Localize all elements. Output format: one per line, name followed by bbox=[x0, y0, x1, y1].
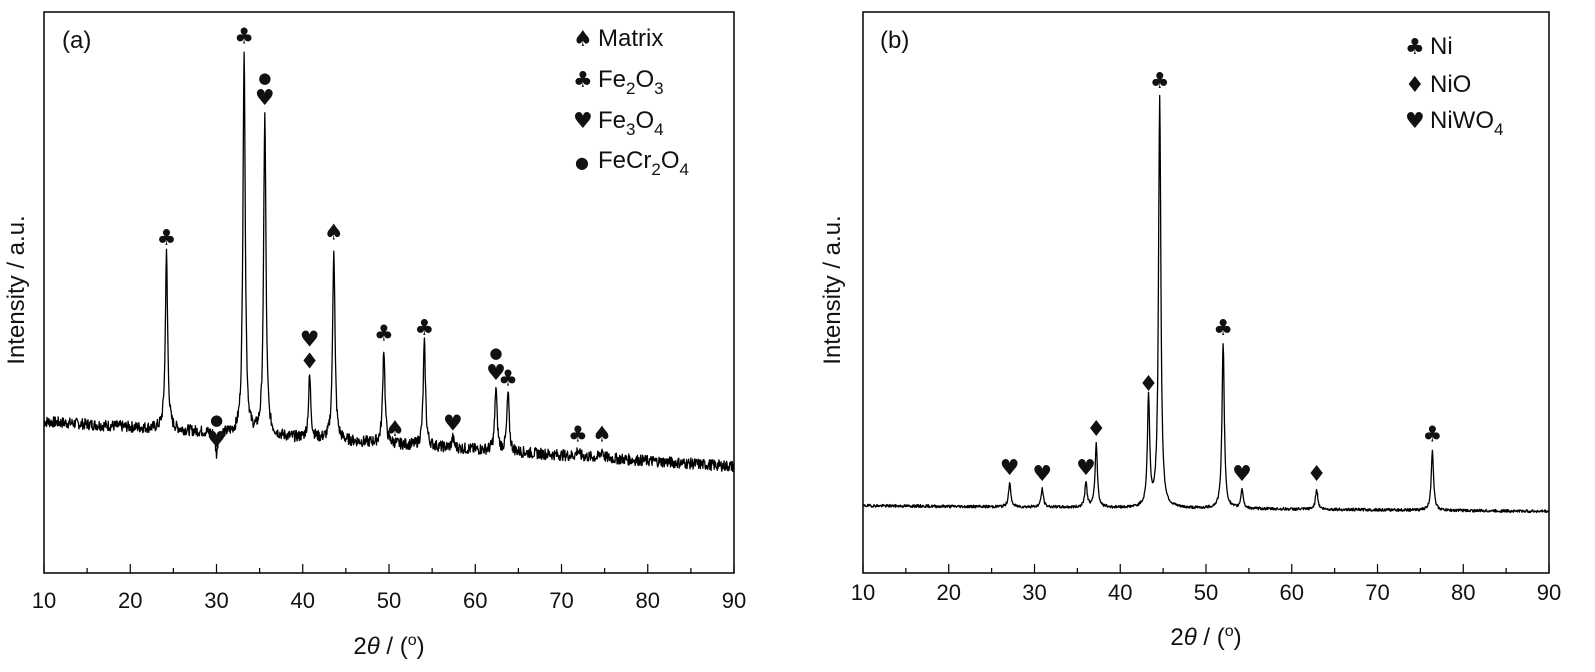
x-tick-label: 60 bbox=[1280, 580, 1304, 605]
diamond-icon: ♦ bbox=[1139, 372, 1159, 397]
spade-icon: ♠ bbox=[592, 423, 612, 448]
heart-icon: ♥ bbox=[1000, 456, 1020, 481]
club-icon: ♣ bbox=[1150, 69, 1170, 94]
legend-a: ♠ Matrix ♣ Fe2O3 ♥ Fe3O4 ● FeCr2O4 bbox=[573, 25, 689, 179]
x-ticks-a: 10 20 30 40 50 60 70 80 90 bbox=[32, 564, 746, 613]
legend-item-fecr2o4: ● FeCr2O4 bbox=[575, 147, 689, 179]
heart-icon: ♥ bbox=[1405, 109, 1425, 134]
club-icon: ♣ bbox=[573, 68, 593, 93]
x-tick-label: 30 bbox=[204, 588, 228, 613]
panel-b: (b) Intensity / a.u. 2θ / (o) 10 20 30 40 50… bbox=[819, 11, 1561, 651]
panel-label-a: (a) bbox=[62, 27, 91, 54]
heart-icon: ♥ bbox=[1232, 462, 1252, 487]
x-tick-label: 80 bbox=[1451, 580, 1475, 605]
x-axis-label-a: 2θ / (o) bbox=[353, 632, 424, 660]
y-axis-label-a: Intensity / a.u. bbox=[3, 215, 30, 364]
xrd-line bbox=[43, 51, 735, 473]
x-tick-label: 90 bbox=[722, 588, 746, 613]
club-icon: ♣ bbox=[568, 423, 588, 448]
dot-icon: ● bbox=[210, 411, 223, 429]
x-tick-label: 50 bbox=[1194, 580, 1218, 605]
x-tick-label: 10 bbox=[851, 580, 875, 605]
x-tick-label: 90 bbox=[1537, 580, 1561, 605]
x-tick-label: 20 bbox=[937, 580, 961, 605]
club-icon: ♣ bbox=[1213, 316, 1233, 341]
club-icon: ♣ bbox=[498, 366, 518, 391]
club-icon: ♣ bbox=[157, 226, 177, 251]
diamond-icon: ♦ bbox=[1307, 462, 1327, 487]
legend-item-niwo4: ♥ NiWO4 bbox=[1405, 107, 1503, 139]
heart-icon: ♥ bbox=[255, 86, 275, 111]
club-icon: ♣ bbox=[414, 316, 434, 341]
x-tick-label: 10 bbox=[32, 588, 56, 613]
x-tick-label: 60 bbox=[463, 588, 487, 613]
diamond-icon: ♦ bbox=[300, 350, 320, 375]
x-ticks-b: 10 20 30 40 50 60 70 80 90 bbox=[851, 564, 1561, 605]
heart-icon: ♥ bbox=[573, 109, 593, 134]
legend-label: Ni bbox=[1430, 33, 1453, 60]
club-icon: ♣ bbox=[374, 322, 394, 347]
dot-icon: ● bbox=[575, 153, 589, 172]
x-tick-label: 40 bbox=[1108, 580, 1132, 605]
spade-icon: ♠ bbox=[324, 221, 344, 246]
x-tick-label: 20 bbox=[118, 588, 142, 613]
y-axis-label-b: Intensity / a.u. bbox=[819, 215, 846, 364]
legend-label: FeCr2O4 bbox=[598, 147, 689, 179]
x-axis-label-b: 2θ / (o) bbox=[1170, 623, 1241, 651]
x-tick-label: 80 bbox=[636, 588, 660, 613]
x-tick-label: 50 bbox=[377, 588, 401, 613]
xrd-line bbox=[862, 94, 1550, 514]
legend-label: Matrix bbox=[598, 25, 663, 52]
club-icon: ♣ bbox=[234, 24, 254, 49]
trace-b bbox=[862, 94, 1550, 514]
diamond-icon: ♦ bbox=[1405, 73, 1425, 98]
x-tick-label: 70 bbox=[549, 588, 573, 613]
panel-a: (a) Intensity / a.u. 2θ / (o) 10 20 30 40 50… bbox=[3, 11, 746, 660]
heart-icon: ♥ bbox=[486, 361, 506, 386]
dot-icon: ● bbox=[258, 69, 271, 87]
panel-label-b: (b) bbox=[880, 27, 909, 54]
dot-icon: ● bbox=[489, 344, 502, 362]
legend-b: ♣ Ni ♦ NiO ♥ NiWO4 bbox=[1405, 33, 1503, 139]
legend-label: NiWO4 bbox=[1430, 107, 1503, 139]
x-tick-label: 40 bbox=[291, 588, 315, 613]
club-icon: ♣ bbox=[1405, 35, 1425, 60]
heart-icon: ♥ bbox=[300, 328, 320, 353]
legend-label: NiO bbox=[1430, 71, 1471, 98]
heart-icon: ♥ bbox=[443, 411, 463, 436]
spade-icon: ♠ bbox=[385, 417, 405, 442]
legend-item-nio: ♦ NiO bbox=[1405, 71, 1471, 98]
x-tick-label: 70 bbox=[1365, 580, 1389, 605]
legend-label: Fe3O4 bbox=[598, 107, 664, 139]
legend-label: Fe2O3 bbox=[598, 66, 664, 98]
peak-markers-b: ♥ ♥ ♥ ♦ ♦ ♣ ♣ ♥ ♦ ♣ bbox=[1000, 69, 1442, 487]
heart-icon: ♥ bbox=[1076, 456, 1096, 481]
x-tick-label: 30 bbox=[1022, 580, 1046, 605]
legend-item-fe3o4: ♥ Fe3O4 bbox=[573, 107, 664, 139]
peak-markers-a: ♣♥●♣♥●♦♥♠♣♠♣♥♥●♣♣ ♠ bbox=[157, 24, 612, 453]
legend-item-fe2o3: ♣ Fe2O3 bbox=[573, 66, 664, 98]
heart-icon: ♥ bbox=[1032, 462, 1052, 487]
trace-a bbox=[43, 51, 735, 473]
diamond-icon: ♦ bbox=[1086, 417, 1106, 442]
heart-icon: ♥ bbox=[207, 428, 227, 453]
club-icon: ♣ bbox=[1423, 423, 1443, 448]
spade-icon: ♠ bbox=[573, 27, 593, 52]
legend-item-matrix: ♠ Matrix bbox=[573, 25, 663, 52]
legend-item-ni: ♣ Ni bbox=[1405, 33, 1453, 60]
